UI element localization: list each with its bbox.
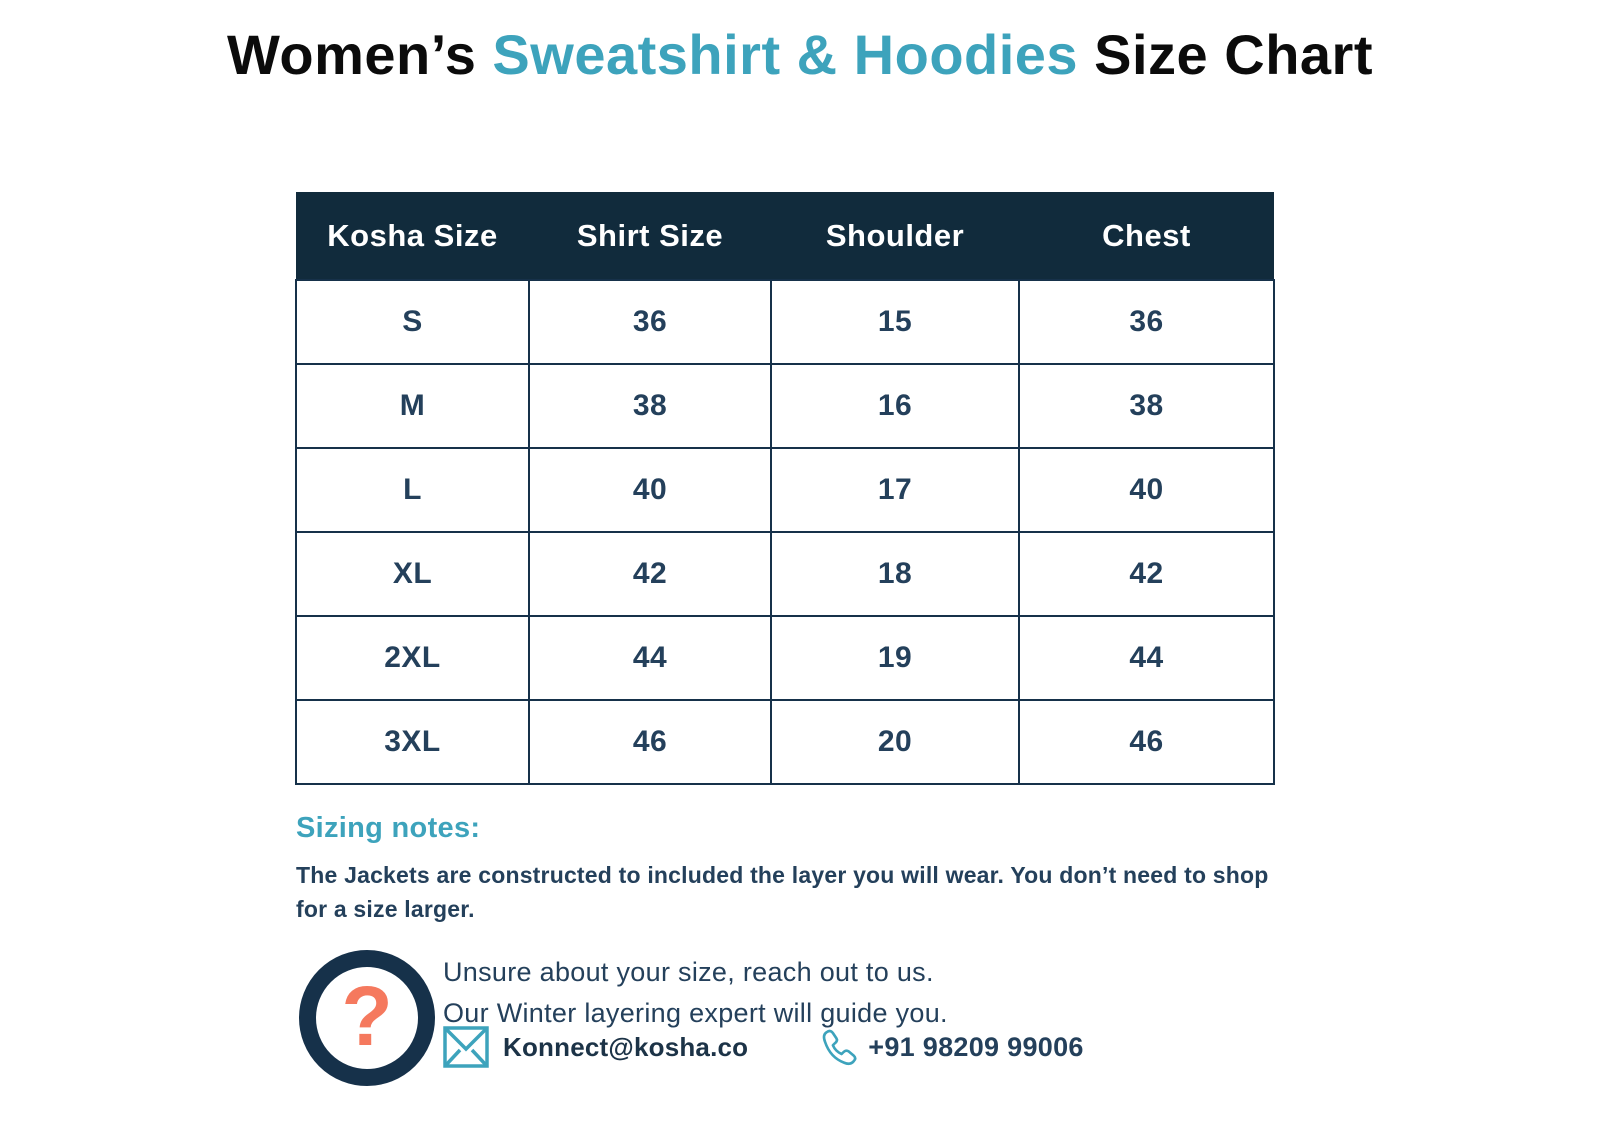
- title-prefix: Women’s: [227, 23, 493, 86]
- phone-group: +91 98209 99006: [818, 1026, 1083, 1068]
- table-cell: S: [295, 279, 530, 365]
- table-cell: XL: [295, 531, 530, 617]
- table-cell: 18: [770, 531, 1020, 617]
- table-cell: 38: [1018, 363, 1275, 449]
- contact-message-line1: Unsure about your size, reach out to us.: [443, 957, 934, 987]
- email-icon: [443, 1026, 489, 1068]
- table-cell: 36: [528, 279, 772, 365]
- title-suffix: Size Chart: [1078, 23, 1373, 86]
- table-cell: M: [295, 363, 530, 449]
- table-row: 2XL 44 19 44: [295, 615, 1275, 701]
- table-cell: 17: [770, 447, 1020, 533]
- table-cell: 42: [1018, 531, 1275, 617]
- table-header-cell: Shirt Size: [529, 192, 771, 280]
- contact-message-line2: Our Winter layering expert will guide yo…: [443, 998, 948, 1028]
- table-row: L 40 17 40: [295, 447, 1275, 533]
- table-cell: 2XL: [295, 615, 530, 701]
- table-cell: 44: [528, 615, 772, 701]
- phone-icon: [818, 1026, 860, 1068]
- table-cell: 40: [528, 447, 772, 533]
- table-cell: 46: [1018, 699, 1275, 785]
- contact-phone: +91 98209 99006: [868, 1031, 1084, 1062]
- table-cell: 20: [770, 699, 1020, 785]
- table-row: M 38 16 38: [295, 363, 1275, 449]
- table-cell: 40: [1018, 447, 1275, 533]
- table-cell: L: [295, 447, 530, 533]
- title-highlight: Sweatshirt & Hoodies: [492, 23, 1079, 86]
- table-body: S 36 15 36 M 38 16 38 L 40 17 40 XL 42 18 42 2XL 44 19 44 3X…: [295, 279, 1275, 785]
- table-cell: 3XL: [295, 699, 530, 785]
- question-mark-icon: ?: [341, 969, 393, 1063]
- table-cell: 42: [528, 531, 772, 617]
- table-header-cell: Chest: [1019, 192, 1274, 280]
- page-title-text: Women’s Sweatshirt & Hoodies Size Chart: [227, 16, 1373, 93]
- sizing-notes-heading: Sizing notes:: [296, 812, 481, 844]
- table-header-cell: Kosha Size: [296, 192, 529, 280]
- table-cell: 44: [1018, 615, 1275, 701]
- table-row: 3XL 46 20 46: [295, 699, 1275, 785]
- table-cell: 36: [1018, 279, 1275, 365]
- table-header-cell: Shoulder: [771, 192, 1019, 280]
- question-badge: ?: [299, 950, 435, 1086]
- table-cell: 38: [528, 363, 772, 449]
- table-cell: 19: [770, 615, 1020, 701]
- table-row: XL 42 18 42: [295, 531, 1275, 617]
- page-title: Women’s Sweatshirt & Hoodies Size Chart: [0, 16, 1600, 93]
- table-cell: 16: [770, 363, 1020, 449]
- table-header-row: Kosha Size Shirt Size Shoulder Chest: [296, 192, 1274, 280]
- sizing-notes-body: The Jackets are constructed to included …: [296, 862, 1269, 922]
- contact-email: Konnect@kosha.co: [503, 1031, 749, 1062]
- size-table: Kosha Size Shirt Size Shoulder Chest S 36 15 3…: [295, 192, 1275, 785]
- table-cell: 46: [528, 699, 772, 785]
- contact-message: Unsure about your size, reach out to us.…: [443, 952, 948, 1034]
- contact-row: Konnect@kosha.co +91 98209 99006: [443, 1026, 1084, 1068]
- table-row: S 36 15 36: [295, 279, 1275, 365]
- table-cell: 15: [770, 279, 1020, 365]
